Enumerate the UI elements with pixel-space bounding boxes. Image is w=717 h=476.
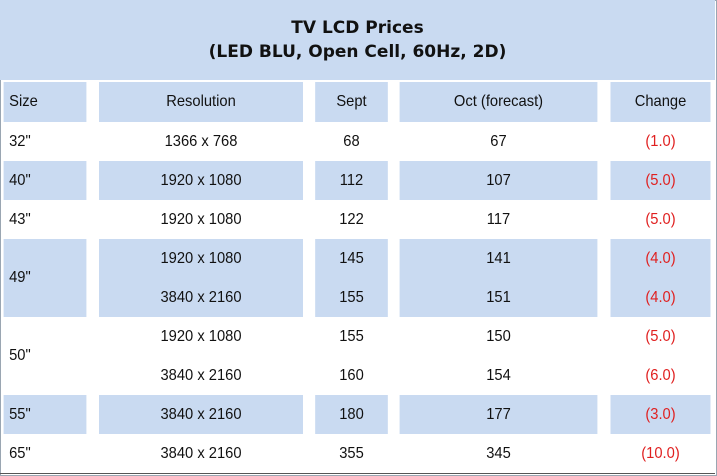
cell-size: 32" (3, 122, 87, 161)
table-title: TV LCD Prices (291, 18, 424, 38)
table-row: 65" 3840 x 2160 355 345 (10.0) (0, 434, 715, 474)
table-title-block: TV LCD Prices (LED BLU, Open Cell, 60Hz,… (0, 0, 715, 80)
column-header-resolution: Resolution (98, 82, 304, 122)
table-row: 40" 1920 x 1080 112 107 (5.0) (0, 161, 715, 200)
cell-oct: 141 (399, 239, 598, 278)
cell-sept: 145 (315, 239, 388, 278)
price-table: Size Resolution Sept Oct (forecast) Chan… (0, 82, 715, 474)
cell-sept: 355 (315, 434, 388, 474)
cell-change: (6.0) (610, 356, 711, 395)
cell-sept: 180 (315, 395, 388, 434)
cell-oct: 67 (399, 122, 598, 161)
cell-sept: 160 (315, 356, 388, 395)
cell-change: (4.0) (610, 278, 711, 317)
cell-sept: 122 (315, 200, 388, 239)
cell-resolution: 1920 x 1080 (98, 161, 304, 200)
cell-sept: 68 (315, 122, 388, 161)
cell-oct: 107 (399, 161, 598, 200)
cell-size: 40" (3, 161, 87, 200)
column-header-oct: Oct (forecast) (399, 82, 598, 122)
table-row: 3840 x 2160 160 154 (6.0) (0, 356, 715, 395)
cell-oct: 154 (399, 356, 598, 395)
column-header-change: Change (610, 82, 711, 122)
cell-change: (4.0) (610, 239, 711, 278)
cell-oct: 177 (399, 395, 598, 434)
cell-oct: 151 (399, 278, 598, 317)
cell-size: 43" (3, 200, 87, 239)
cell-oct: 345 (399, 434, 598, 474)
cell-resolution: 3840 x 2160 (98, 356, 304, 395)
cell-change: (5.0) (610, 161, 711, 200)
cell-size: 65" (3, 434, 87, 474)
column-header-size: Size (3, 82, 87, 122)
cell-size: 55" (3, 395, 87, 434)
cell-resolution: 1920 x 1080 (98, 200, 304, 239)
cell-sept: 112 (315, 161, 388, 200)
cell-resolution: 3840 x 2160 (98, 395, 304, 434)
table-subtitle: (LED BLU, Open Cell, 60Hz, 2D) (208, 42, 507, 62)
cell-resolution: 3840 x 2160 (98, 278, 304, 317)
cell-resolution: 1920 x 1080 (98, 317, 304, 356)
cell-oct: 117 (399, 200, 598, 239)
table-row: 50" 1920 x 1080 155 150 (5.0) (0, 317, 715, 395)
cell-sept: 155 (315, 278, 388, 317)
header-row: Size Resolution Sept Oct (forecast) Chan… (0, 82, 715, 122)
table-row: 3840 x 2160 155 151 (4.0) (0, 278, 715, 317)
table-row: 55" 3840 x 2160 180 177 (3.0) (0, 395, 715, 434)
cell-resolution: 3840 x 2160 (98, 434, 304, 474)
cell-change: (5.0) (610, 200, 711, 239)
cell-sept: 155 (315, 317, 388, 356)
cell-change: (3.0) (610, 395, 711, 434)
table-row: 32" 1366 x 768 68 67 (1.0) (0, 122, 715, 161)
cell-size: 50" (3, 317, 87, 395)
column-header-sept: Sept (315, 82, 388, 122)
cell-oct: 150 (399, 317, 598, 356)
table-row: 43" 1920 x 1080 122 117 (5.0) (0, 200, 715, 239)
cell-change: (1.0) (610, 122, 711, 161)
cell-change: (10.0) (610, 434, 711, 474)
table-row: 49" 1920 x 1080 145 141 (4.0) (0, 239, 715, 317)
cell-resolution: 1920 x 1080 (98, 239, 304, 278)
cell-resolution: 1366 x 768 (98, 122, 304, 161)
cell-change: (5.0) (610, 317, 711, 356)
cell-size: 49" (3, 239, 87, 317)
